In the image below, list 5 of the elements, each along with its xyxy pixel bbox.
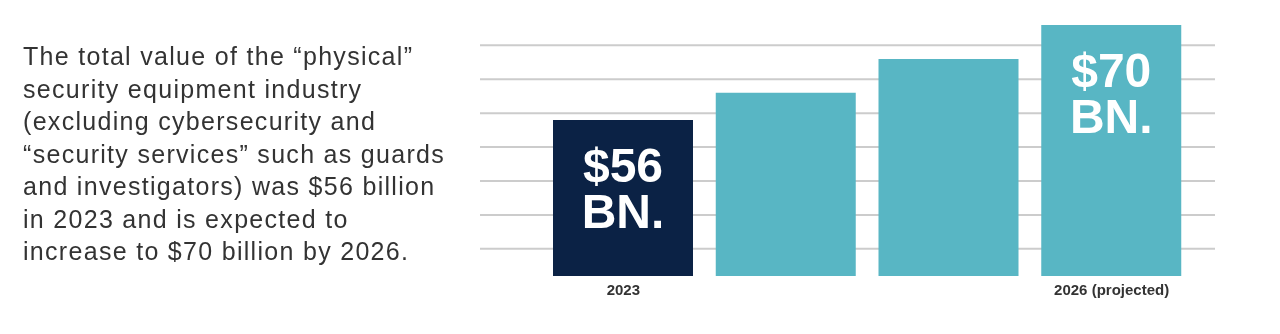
data-label: $70 BN. bbox=[1069, 44, 1153, 143]
x-tick-label: 2023 bbox=[606, 280, 641, 298]
x-tick-label: 2026 (projected) bbox=[1054, 280, 1170, 298]
text: The total value of the “physical” security equipment industry (excluding cybersecurity and “security services” such as guards and investigators) was $56 billion in 2023 and is expected to increase to $70 billion by 2026. bbox=[23, 41, 447, 267]
data-label: $56 BN. bbox=[581, 138, 665, 238]
